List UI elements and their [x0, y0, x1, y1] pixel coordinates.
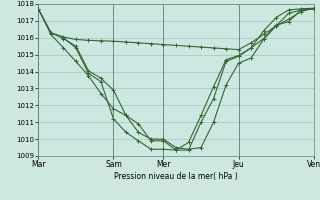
X-axis label: Pression niveau de la mer( hPa ): Pression niveau de la mer( hPa )	[114, 172, 238, 181]
